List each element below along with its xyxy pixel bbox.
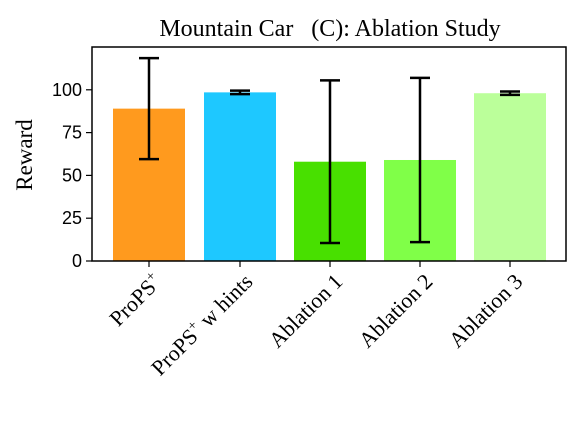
error-bar-1 xyxy=(139,56,159,161)
error-bar-2 xyxy=(230,89,250,96)
x-tick-label: ProPS+ xyxy=(104,269,166,331)
chart-title: Mountain Car (C): Ablation Study xyxy=(159,16,500,42)
plot-area-frame xyxy=(91,46,567,262)
error-bar-5 xyxy=(500,90,520,97)
error-bar-4 xyxy=(410,76,430,244)
error-bar-3 xyxy=(320,79,340,245)
x-tick-label: Ablation 2 xyxy=(354,269,438,353)
error-bars-layer xyxy=(139,56,520,245)
y-tick-label: 75 xyxy=(62,123,82,143)
bar-5 xyxy=(474,93,546,261)
y-tick-label: 50 xyxy=(62,165,82,185)
y-tick-label: 25 xyxy=(62,208,82,228)
bar-2 xyxy=(204,92,276,261)
y-axis-ticks: 0 25 50 75 100 xyxy=(52,80,92,271)
x-tick-label: Ablation 1 xyxy=(264,269,348,353)
y-tick-label: 100 xyxy=(52,80,82,100)
x-axis-ticks: ProPS+ProPS+ w hints Ablation 1 Ablation 2… xyxy=(104,261,527,380)
y-tick-label: 0 xyxy=(72,251,82,271)
y-axis-label: Reward xyxy=(12,119,37,191)
x-tick-label: ProPS+ w hints xyxy=(146,269,257,380)
x-tick-label: Ablation 3 xyxy=(444,269,528,353)
